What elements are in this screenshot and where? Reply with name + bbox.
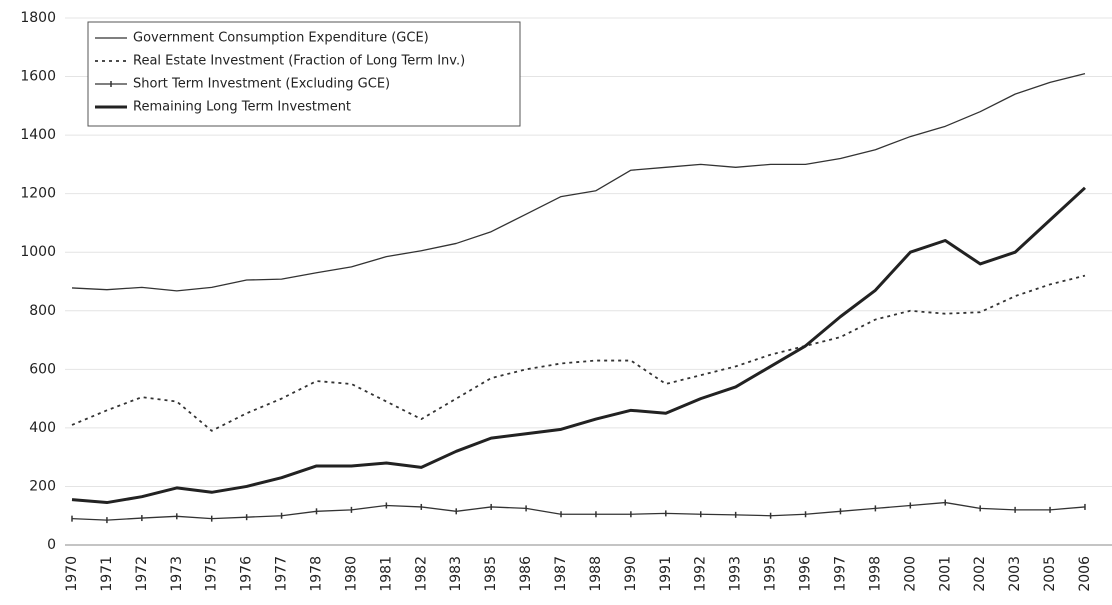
x-tick-label: 1981 — [378, 556, 394, 592]
x-tick-label: 1998 — [867, 556, 883, 592]
y-tick-label: 1600 — [20, 69, 56, 85]
legend-label: Real Estate Investment (Fraction of Long… — [133, 54, 465, 69]
x-tick-label: 1978 — [309, 556, 325, 592]
y-tick-label: 0 — [47, 537, 56, 553]
x-tick-label: 2003 — [1007, 556, 1023, 592]
x-tick-label: 1972 — [134, 556, 150, 592]
y-tick-label: 400 — [29, 420, 56, 436]
x-tick-label: 2006 — [1077, 556, 1093, 592]
x-tick-label: 1992 — [693, 556, 709, 592]
x-tick-label: 1976 — [239, 556, 255, 592]
x-tick-label: 1987 — [553, 556, 569, 592]
legend-label: Remaining Long Term Investment — [133, 100, 351, 115]
x-tick-label: 1980 — [343, 556, 359, 592]
y-tick-label: 600 — [29, 361, 56, 377]
x-tick-label: 1970 — [64, 556, 80, 592]
x-tick-label: 1997 — [832, 556, 848, 592]
x-tick-label: 1982 — [413, 556, 429, 592]
x-tick-label: 1971 — [99, 556, 115, 592]
x-tick-label: 2005 — [1042, 556, 1058, 592]
y-tick-label: 800 — [29, 303, 56, 319]
series-line — [71, 72, 1086, 292]
x-tick-label: 1995 — [763, 556, 779, 592]
x-tick-label: 1985 — [483, 556, 499, 592]
x-tick-label: 1975 — [204, 556, 220, 592]
y-tick-label: 1400 — [20, 127, 56, 143]
series-line — [71, 274, 1086, 432]
x-tick-label: 1977 — [274, 556, 290, 592]
legend-label: Short Term Investment (Excluding GCE) — [133, 77, 390, 92]
x-tick-label: 1990 — [623, 556, 639, 592]
y-tick-label: 1000 — [20, 244, 56, 260]
x-tick-label: 1996 — [798, 556, 814, 592]
x-tick-label: 2000 — [902, 556, 918, 592]
y-tick-label: 1200 — [20, 186, 56, 202]
x-tick-label: 1986 — [518, 556, 534, 592]
series-line — [71, 501, 1086, 521]
legend-box — [87, 21, 521, 127]
legend: Government Consumption Expenditure (GCE)… — [87, 21, 521, 127]
series-line — [71, 186, 1086, 505]
x-tick-label: 1973 — [169, 556, 185, 592]
y-tick-label: 200 — [29, 478, 56, 494]
x-tick-label: 1991 — [658, 556, 674, 592]
legend-label: Government Consumption Expenditure (GCE) — [133, 31, 429, 46]
x-tick-label: 1988 — [588, 556, 604, 592]
x-tick-label: 2001 — [937, 556, 953, 592]
y-tick-label: 1800 — [20, 10, 56, 26]
x-tick-label: 1983 — [448, 556, 464, 592]
x-tick-label: 2002 — [972, 556, 988, 592]
x-tick-label: 1993 — [728, 556, 744, 592]
